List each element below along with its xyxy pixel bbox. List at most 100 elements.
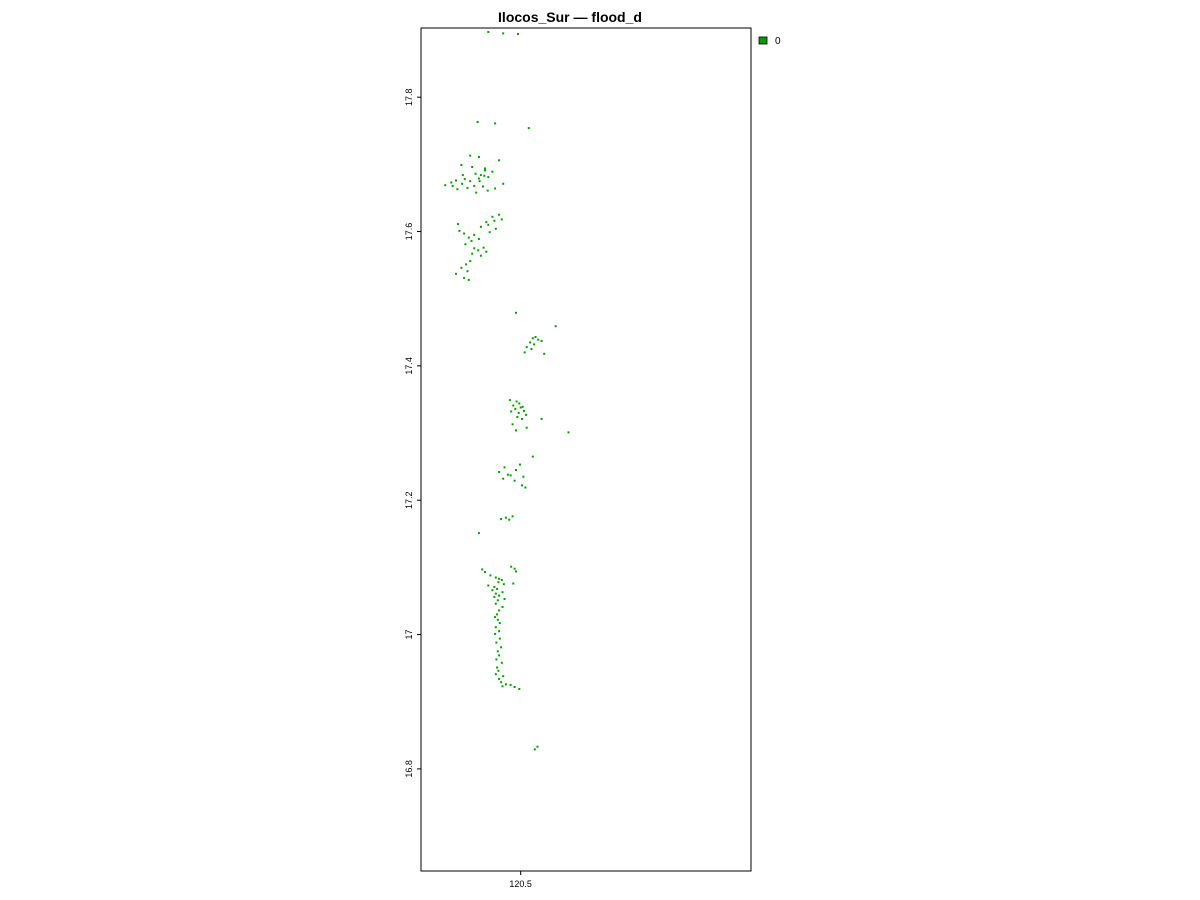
raster-cell (518, 402, 521, 405)
raster-cell (457, 223, 459, 226)
raster-cell (460, 266, 463, 269)
legend-label: 0 (775, 36, 781, 47)
raster-cell (524, 486, 527, 489)
raster-cell (475, 191, 478, 194)
raster-cell (497, 581, 500, 584)
raster-cell (494, 576, 497, 579)
raster-cell (479, 225, 482, 228)
raster-cell (498, 213, 501, 216)
raster-cell (502, 583, 505, 586)
raster-cell (494, 592, 497, 595)
raster-cell (456, 188, 459, 191)
y-tick-label: 17.6 (404, 223, 414, 241)
raster-cell (473, 247, 476, 250)
y-tick-label: 16.8 (404, 760, 414, 778)
raster-cell (476, 121, 479, 123)
raster-cell (481, 568, 484, 571)
raster-cell (498, 471, 501, 473)
raster-cell (479, 254, 482, 257)
raster-cell (478, 180, 481, 183)
raster-layer (444, 31, 570, 751)
raster-cell (495, 641, 498, 644)
raster-cell (493, 595, 496, 598)
raster-cell (540, 417, 543, 420)
y-tick-label: 17.2 (404, 491, 414, 509)
x-tick-label: 120.5 (509, 879, 532, 889)
raster-cell (513, 479, 516, 482)
raster-cell (469, 260, 472, 263)
raster-cell (460, 164, 463, 166)
raster-cell (540, 340, 543, 342)
raster-cell (498, 630, 501, 633)
raster-cell (477, 532, 480, 535)
raster-cell (496, 666, 499, 669)
x-axis: 120.5 (509, 871, 532, 889)
raster-cell (521, 417, 523, 420)
raster-cell (502, 182, 505, 185)
raster-cell (498, 637, 501, 640)
raster-cell (501, 606, 504, 608)
raster-cell (513, 567, 516, 570)
raster-cell (530, 348, 533, 351)
raster-cell (515, 400, 518, 403)
raster-cell (494, 632, 497, 635)
raster-cell (477, 177, 480, 180)
raster-cell (496, 599, 499, 602)
raster-cell (469, 154, 472, 157)
raster-cell (515, 311, 517, 314)
raster-cell (487, 31, 490, 33)
raster-cell (504, 683, 507, 686)
raster-cell (458, 229, 461, 232)
raster-cell (477, 237, 480, 240)
raster-cell (508, 518, 511, 521)
raster-cell (494, 626, 497, 629)
raster-cell (512, 582, 515, 585)
raster-cell (473, 233, 476, 236)
raster-cell (517, 33, 519, 35)
raster-cell (523, 351, 526, 354)
raster-cell (493, 219, 496, 222)
raster-cell (496, 613, 499, 616)
raster-cell (518, 688, 521, 690)
y-axis: 16.8 17 17.2 17.4 17.6 17.8 (404, 88, 421, 778)
raster-cell (501, 591, 504, 594)
raster-cell (491, 589, 494, 592)
raster-cell (500, 661, 503, 664)
raster-cell (498, 622, 501, 625)
raster-cell (494, 122, 497, 125)
raster-cell (466, 186, 469, 189)
raster-cell (525, 413, 528, 416)
raster-cell (487, 223, 490, 226)
map-title: Ilocos_Sur — flood_d (498, 9, 642, 25)
raster-cell (533, 343, 536, 346)
raster-cell (471, 252, 474, 255)
raster-cell (461, 182, 464, 185)
raster-cell (525, 346, 528, 349)
raster-cell (509, 474, 512, 477)
raster-cell (488, 231, 491, 234)
raster-cell (470, 239, 473, 242)
raster-cell (486, 189, 489, 192)
y-tick-label: 17.8 (404, 88, 414, 106)
raster-cell (510, 565, 513, 568)
raster-cell (485, 221, 488, 224)
raster-cell (508, 399, 511, 402)
raster-cell (500, 518, 503, 520)
raster-cell (498, 609, 501, 612)
raster-cell (534, 336, 537, 338)
raster-cell (502, 32, 505, 35)
raster-cell (511, 423, 514, 426)
raster-cell (498, 577, 501, 580)
raster-cell (519, 406, 522, 409)
raster-cell (465, 263, 468, 266)
raster-cell (498, 594, 501, 597)
raster-cell (514, 407, 517, 410)
raster-cell (522, 475, 525, 478)
raster-cell (516, 415, 519, 418)
raster-cell (494, 227, 497, 230)
raster-cell (496, 650, 499, 653)
raster-cell (477, 249, 480, 252)
raster-cell (517, 411, 520, 414)
raster-cell (463, 276, 466, 279)
